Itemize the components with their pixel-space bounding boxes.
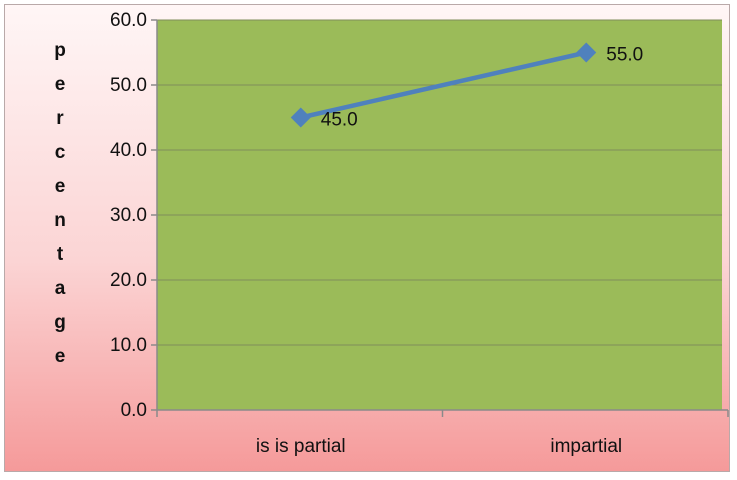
data-labels: 45.0 55.0 [321,45,643,131]
data-point-marker [290,107,311,128]
y-tick-label: 60.0 [110,10,147,31]
series [290,42,597,128]
y-axis-label-letter: g [54,312,66,333]
y-tick-label: 40.0 [110,140,147,161]
x-category-label: impartial [550,436,622,457]
y-axis-label-letter: a [55,278,66,299]
data-point-marker [576,42,597,63]
y-tick-label: 10.0 [110,335,147,356]
y-tick-label: 0.0 [121,400,147,421]
series-line [298,50,589,120]
axes [151,19,729,417]
y-tick-label: 30.0 [110,205,147,226]
y-axis-label-letter: c [55,142,66,163]
y-axis-label-letter: e [55,346,66,367]
y-axis-label-letter: r [56,108,64,129]
y-axis-label-letter: n [54,210,66,231]
y-axis-label-letter: e [55,176,66,197]
x-tick-labels: is is partial impartial [256,436,622,457]
data-label: 45.0 [321,110,358,131]
y-axis-label-letter: e [55,74,66,95]
y-axis-label-letter: t [57,244,64,265]
y-tick-label: 50.0 [110,75,147,96]
data-label: 55.0 [606,45,643,66]
x-category-label: is is partial [256,436,346,457]
y-axis-label-letter: p [54,40,66,61]
y-tick-labels: 0.0 10.0 20.0 30.0 40.0 50.0 60.0 [110,10,147,421]
y-tick-label: 20.0 [110,270,147,291]
